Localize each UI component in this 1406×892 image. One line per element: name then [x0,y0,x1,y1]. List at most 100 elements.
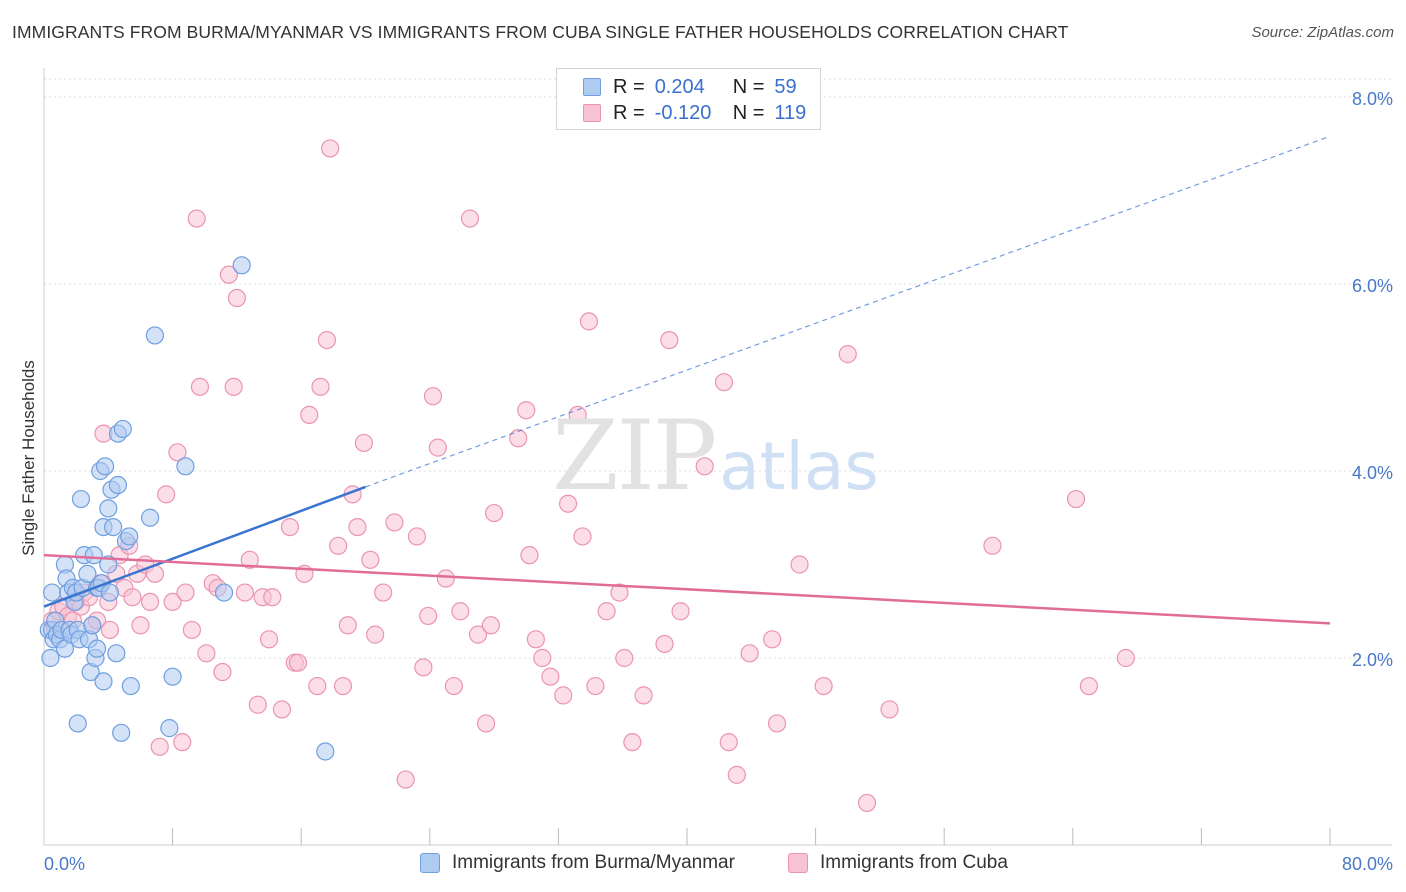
y-tick-label: 8.0% [1352,89,1393,109]
burma-points [39,256,335,761]
cuba-point [485,503,504,523]
cuba-point [321,139,340,158]
cuba-point [272,700,292,719]
cuba-point [280,517,300,537]
cuba-point [333,676,353,696]
cuba-point [880,700,899,719]
burma-point [113,419,132,439]
label-layer: 2.0% 4.0% 6.0% 8.0% 0.0% 80.0% Single Father H… [19,89,1393,874]
cuba-point [520,546,539,565]
cuba-point [615,648,634,668]
y-tick-label: 6.0% [1352,276,1393,296]
cuba-point [444,676,464,696]
cuba-point [308,676,327,696]
cuba-point [586,676,605,696]
cuba-point [983,536,1002,555]
series-legend: Immigrants from Burma/Myanmar Immigrants… [0,852,1406,878]
cuba-point [671,602,690,621]
cuba-point [227,288,246,308]
cuba-point [213,662,232,682]
cuba-point [385,513,404,532]
burma-point [145,326,165,345]
burma-point [99,499,118,518]
burma-point [78,564,97,583]
legend-r-label: R = [613,75,645,98]
cuba-point [300,405,319,424]
burma-point [104,517,123,537]
legend-swatch-cuba [583,104,601,122]
cuba-point [714,373,734,392]
correlation-legend: R = 0.204 N = 59 R = -0.120 N = 119 [556,68,821,130]
cuba-point [419,606,438,626]
cuba-point [857,793,877,813]
cuba-point [288,653,308,672]
burma-point [41,648,60,668]
cuba-point [695,457,714,476]
cuba-point [460,209,480,228]
cuba-point [790,555,809,574]
grid-layer [44,78,1392,659]
cuba-point [168,443,187,462]
cuba-point [568,405,587,424]
cuba-point [814,676,833,696]
cuba-point [655,634,674,654]
cuba-point [100,620,120,640]
burma-trendline-extension [365,135,1331,488]
cuba-point [468,625,488,644]
cuba-point [428,438,447,457]
cuba-point [182,620,201,640]
cuba-points [42,139,1135,813]
series-legend-item-cuba[interactable]: Immigrants from Cuba [788,852,1008,874]
series-legend-item-burma[interactable]: Immigrants from Burma/Myanmar [420,852,735,874]
series-swatch-burma [420,853,440,873]
y-tick-label: 2.0% [1352,650,1393,670]
cuba-point [338,616,357,635]
y-tick-label: 4.0% [1352,463,1393,483]
cuba-point [481,616,500,635]
burma-point [160,719,179,738]
legend-r-value-cuba: -0.120 [654,101,712,124]
cuba-point [374,583,393,602]
cuba-point [554,686,573,705]
cuba-point [235,583,255,602]
cuba-point [509,429,528,448]
cuba-point [727,765,746,784]
series-legend-label-cuba: Immigrants from Cuba [820,852,1008,873]
cuba-point [317,331,337,350]
legend-row-burma: R = 0.204 N = 59 [583,75,797,99]
cuba-point [173,733,192,752]
cuba-point [414,658,433,677]
burma-point [316,742,335,761]
legend-swatch-burma [583,78,601,96]
legend-n-value-burma: 59 [774,75,797,98]
cuba-point [407,527,427,546]
burma-point [163,667,182,686]
cuba-point [163,592,182,612]
cuba-point [329,536,348,555]
burma-point [84,546,103,565]
burma-point [120,527,139,546]
burma-point [71,489,91,509]
cuba-point [579,312,599,331]
cuba-point [476,714,496,733]
cuba-point [131,616,150,635]
burma-point [83,616,102,635]
legend-n-label: N = [732,101,765,124]
cuba-point [660,331,679,350]
cuba-point [451,602,470,621]
cuba-point [259,630,279,649]
cuba-point [1079,676,1098,696]
burma-point [107,644,126,663]
cuba-point [311,377,330,396]
cuba-point [219,265,238,284]
cuba-point [224,377,243,396]
cuba-point [150,737,169,756]
cuba-point [197,644,216,663]
x-tick-label-max: 80.0% [1342,854,1393,874]
chart-title: IMMIGRANTS FROM BURMA/MYANMAR VS IMMIGRA… [12,22,1069,42]
cuba-point [767,714,787,733]
burma-point [94,672,113,691]
legend-n-label: N = [732,75,765,98]
legend-r-label: R = [613,101,645,124]
